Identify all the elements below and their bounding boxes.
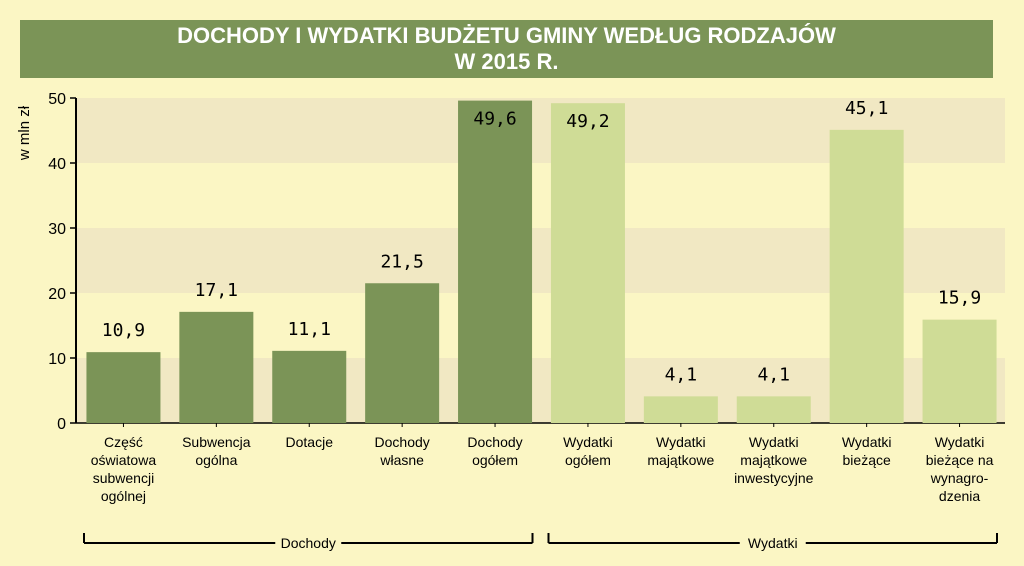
bar [86,352,161,423]
y-tick-label: 50 [48,91,66,108]
x-tick-label: oświatowa [91,452,157,468]
data-label: 49,2 [566,111,609,132]
x-tick-label: majątkowe [647,452,714,468]
x-tick-label: Dochody [375,434,430,450]
bar [272,350,347,423]
x-tick-label: bieżące na [926,452,994,468]
group-label: Wydatki [748,535,798,551]
x-tick-label: ogółem [565,452,611,468]
bar [458,100,533,423]
data-label: 4,1 [757,364,790,385]
data-label: 15,9 [938,288,981,309]
bar [365,283,440,423]
x-tick-label: inwestycyjne [734,470,814,486]
x-tick-label: Część [104,434,143,450]
bar [736,396,811,423]
x-tick-label: Wydatki [656,434,706,450]
x-tick-label: majątkowe [740,452,807,468]
x-tick-label: ogółem [472,452,518,468]
x-tick-label: własne [379,452,424,468]
x-tick-label: wynagro- [930,470,989,486]
x-tick-label: Subwencja [182,434,251,450]
x-tick-label: Dochody [467,434,522,450]
chart-title-line-1: DOCHODY I WYDATKI BUDŻETU GMINY WEDŁUG R… [177,23,836,48]
y-axis-label: w mln zł [16,105,33,161]
x-tick-label: Dotacje [286,434,334,450]
chart-title-line-2: W 2015 R. [454,49,559,74]
x-tick-label: ogólna [195,452,237,468]
x-tick-label: dzenia [939,488,980,504]
data-label: 17,1 [195,280,238,301]
y-tick-label: 40 [48,156,66,173]
x-tick-label: Wydatki [749,434,799,450]
x-tick-label: ogólnej [101,488,146,504]
data-label: 4,1 [665,364,698,385]
group-label: Dochody [281,535,336,551]
y-tick-label: 0 [57,416,66,433]
bar [922,319,997,423]
bar [550,103,625,423]
x-tick-label: Wydatki [842,434,892,450]
data-label: 11,1 [288,319,331,340]
y-tick-label: 20 [48,286,66,303]
bar [643,396,718,423]
bar [179,311,254,423]
bar [829,129,904,423]
y-tick-label: 10 [48,351,66,368]
x-tick-label: subwencji [93,470,154,486]
y-tick-label: 30 [48,221,66,238]
x-tick-label: Wydatki [563,434,613,450]
x-tick-label: Wydatki [935,434,985,450]
data-label: 10,9 [102,320,145,341]
data-label: 49,6 [473,109,516,130]
chart-title: DOCHODY I WYDATKI BUDŻETU GMINY WEDŁUG R… [20,20,993,78]
data-label: 45,1 [845,98,888,119]
x-tick-label: bieżące [843,452,891,468]
data-label: 21,5 [380,251,423,272]
